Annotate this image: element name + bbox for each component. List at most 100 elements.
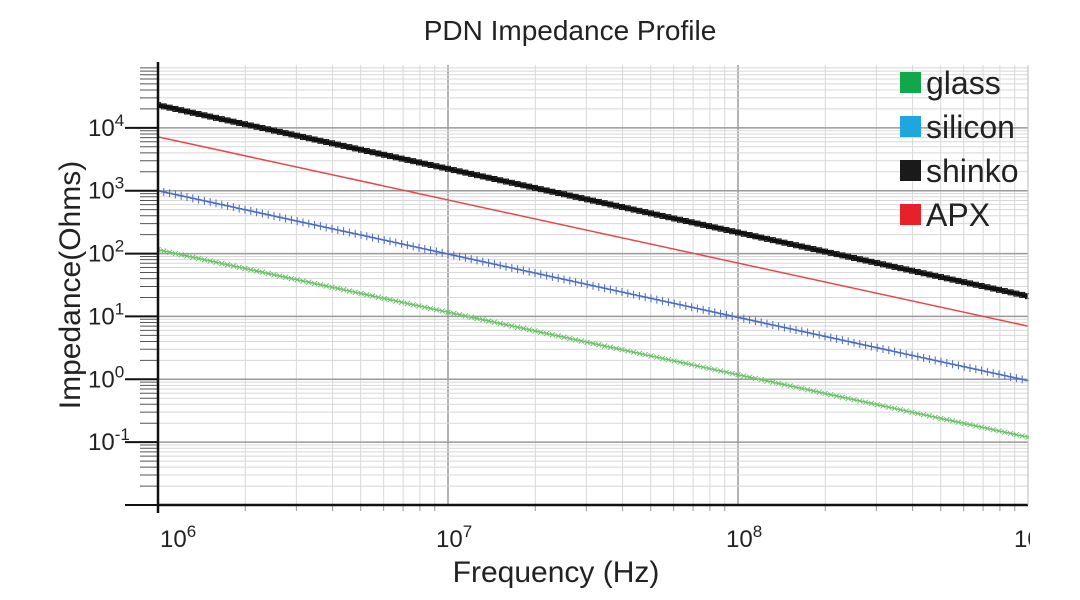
data-point: [590, 281, 596, 290]
data-point: [822, 248, 828, 255]
y-axis-label: Impedance(Ohms): [54, 161, 87, 409]
data-point: [856, 339, 863, 348]
data-point: [497, 261, 504, 270]
data-point: [758, 376, 765, 383]
data-point: [978, 366, 985, 375]
data-point: [392, 298, 399, 304]
data-point: [926, 413, 933, 419]
data-point: [508, 263, 515, 272]
data-point: [491, 319, 498, 326]
data-point: [955, 419, 962, 426]
data-point: [897, 348, 904, 357]
y-tick-base: 10: [88, 429, 115, 456]
data-point: [566, 335, 573, 342]
legend-item-shinko: shinko: [900, 153, 1019, 189]
data-point: [949, 418, 956, 424]
data-point: [294, 132, 301, 139]
data-point: [1007, 289, 1014, 296]
data-point: [694, 363, 701, 369]
data-point: [868, 342, 875, 351]
data-point: [769, 237, 776, 244]
data-point: [804, 386, 811, 393]
data-point: [369, 293, 376, 299]
data-point: [317, 222, 324, 231]
data-point: [514, 324, 521, 331]
data-point: [764, 378, 770, 384]
data-point: [595, 341, 602, 348]
data-point: [158, 186, 161, 195]
data-point: [195, 195, 202, 204]
data-point: [642, 209, 649, 216]
data-point: [462, 313, 469, 319]
data-point: [798, 327, 805, 336]
data-point: [247, 266, 254, 273]
data-point: [158, 102, 161, 109]
y-tick-label: 103: [88, 174, 124, 205]
data-point: [624, 348, 631, 354]
data-point: [717, 225, 724, 232]
data-point: [1001, 371, 1008, 380]
data-point: [711, 224, 718, 231]
data-point: [242, 205, 248, 214]
data-point: [903, 350, 910, 359]
data-point: [497, 177, 504, 184]
data-point: [427, 246, 434, 255]
data-point: [158, 246, 161, 253]
data-point: [300, 133, 306, 140]
data-point: [822, 332, 828, 341]
data-point: [561, 191, 567, 198]
y-tick-exponent: 1: [115, 299, 124, 318]
data-point: [984, 284, 991, 291]
data-point: [914, 352, 921, 361]
data-point: [874, 260, 881, 267]
data-point: [584, 339, 591, 346]
data-point: [416, 303, 422, 309]
data-point: [503, 262, 509, 271]
data-point: [740, 373, 747, 379]
data-point: [874, 401, 881, 408]
data-point: [723, 226, 730, 233]
data-point: [793, 326, 799, 335]
data-point: [259, 209, 266, 218]
data-point: [909, 351, 915, 360]
data-point: [578, 338, 585, 344]
data-point: [555, 190, 562, 197]
data-point: [827, 333, 834, 342]
data-point: [1019, 433, 1026, 439]
data-point: [659, 212, 666, 219]
data-point: [996, 370, 1002, 379]
data-point: [949, 276, 956, 283]
data-point: [445, 165, 451, 172]
data-point: [885, 346, 892, 355]
y-tick-exponent: 3: [115, 174, 124, 193]
data-point: [752, 317, 759, 326]
data-point: [590, 340, 596, 347]
data-point: [218, 116, 225, 123]
data-point: [265, 270, 272, 277]
data-point: [445, 309, 451, 316]
data-point: [764, 319, 770, 328]
data-point: [781, 381, 788, 388]
data-point: [636, 350, 643, 357]
data-point: [990, 369, 997, 378]
data-point: [613, 345, 620, 352]
data-point: [798, 385, 805, 392]
data-point: [972, 365, 979, 374]
data-point: [462, 253, 469, 262]
data-point: [346, 144, 353, 151]
data-point: [317, 281, 324, 288]
data-point: [845, 337, 852, 346]
y-tick-exponent: 2: [115, 237, 124, 256]
data-point: [711, 308, 718, 317]
data-point: [949, 360, 956, 369]
data-point: [375, 294, 382, 301]
grid: [157, 65, 1028, 506]
data-point: [839, 394, 846, 401]
data-point: [514, 181, 521, 188]
data-point: [648, 353, 654, 359]
data-point: [601, 284, 608, 293]
data-point: [543, 330, 550, 337]
data-point: [300, 218, 306, 227]
data-point: [694, 304, 701, 313]
data-point: [990, 285, 997, 292]
